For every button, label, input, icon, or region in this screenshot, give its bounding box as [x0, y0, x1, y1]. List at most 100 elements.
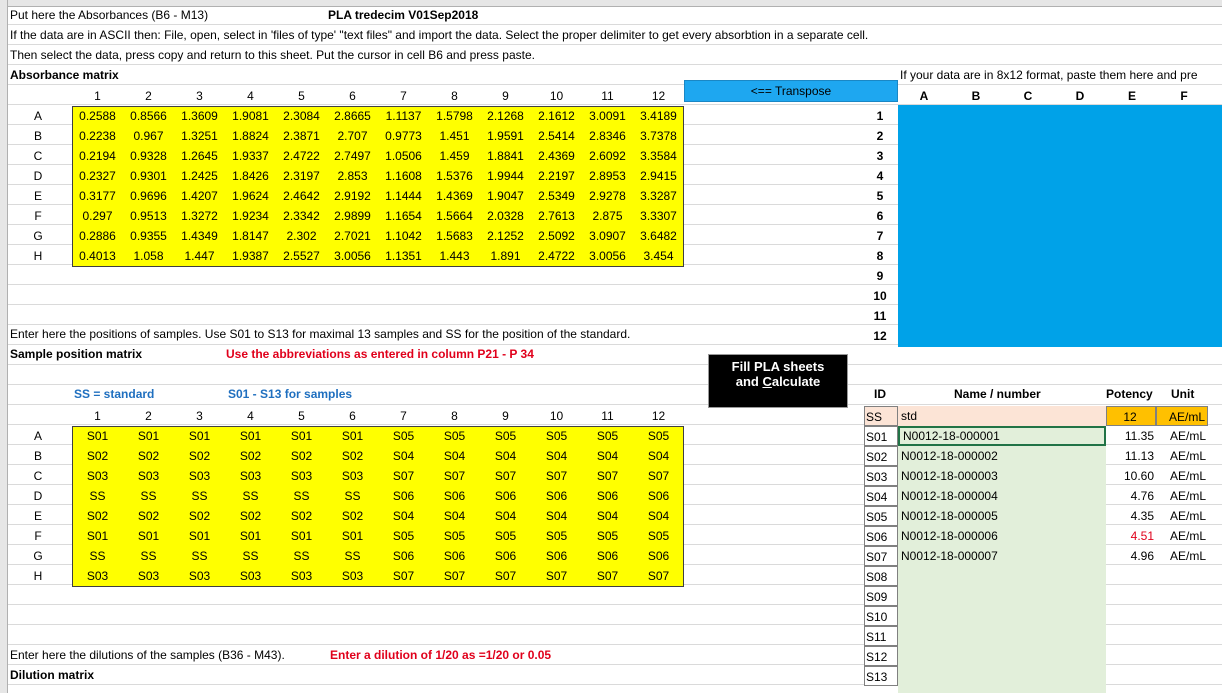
absorbance-cell[interactable]: 1.8824 — [232, 129, 269, 143]
absorbance-cell[interactable]: 3.0056 — [589, 249, 626, 263]
absorbance-cell[interactable]: 1.1137 — [385, 109, 422, 123]
absorbance-cell[interactable]: 2.2197 — [538, 169, 575, 183]
position-cell[interactable]: SS — [191, 549, 208, 563]
absorbance-cell[interactable]: 1.9944 — [487, 169, 524, 183]
position-cell[interactable]: S04 — [596, 509, 619, 523]
name-cell[interactable] — [898, 606, 1106, 626]
absorbance-cell[interactable]: 1.9337 — [232, 149, 269, 163]
absorbance-cell[interactable]: 0.2238 — [79, 129, 116, 143]
position-cell[interactable]: S01 — [188, 429, 211, 443]
position-cell[interactable]: S03 — [341, 469, 364, 483]
absorbance-cell[interactable]: 2.6092 — [589, 149, 626, 163]
position-cell[interactable]: S03 — [239, 569, 262, 583]
absorbance-cell[interactable]: 1.5798 — [436, 109, 473, 123]
position-cell[interactable]: S03 — [137, 469, 160, 483]
absorbance-cell[interactable]: 1.5683 — [436, 229, 473, 243]
position-cell[interactable]: S02 — [137, 449, 160, 463]
absorbance-cell[interactable]: 1.443 — [439, 249, 470, 263]
absorbance-cell[interactable]: 3.454 — [643, 249, 674, 263]
position-cell[interactable]: S05 — [494, 429, 517, 443]
name-cell[interactable]: std — [898, 406, 1106, 426]
absorbance-cell[interactable]: 1.1351 — [385, 249, 422, 263]
position-cell[interactable]: S01 — [188, 529, 211, 543]
position-cell[interactable]: S01 — [239, 529, 262, 543]
absorbance-cell[interactable]: 2.7021 — [334, 229, 371, 243]
absorbance-cell[interactable]: 2.9278 — [589, 189, 626, 203]
absorbance-cell[interactable]: 1.058 — [133, 249, 164, 263]
absorbance-cell[interactable]: 2.7497 — [334, 149, 371, 163]
position-cell[interactable]: S02 — [290, 449, 313, 463]
position-cell[interactable]: S03 — [188, 469, 211, 483]
position-cell[interactable]: S03 — [86, 569, 109, 583]
absorbance-cell[interactable]: 1.9234 — [232, 209, 269, 223]
position-cell[interactable]: S05 — [443, 529, 466, 543]
name-cell[interactable] — [898, 566, 1106, 586]
absorbance-cell[interactable]: 0.2588 — [79, 109, 116, 123]
absorbance-cell[interactable]: 0.297 — [82, 209, 113, 223]
absorbance-cell[interactable]: 1.451 — [439, 129, 470, 143]
position-cell[interactable]: S07 — [443, 469, 466, 483]
position-cell[interactable]: S01 — [290, 529, 313, 543]
absorbance-cell[interactable]: 1.9387 — [232, 249, 269, 263]
absorbance-cell[interactable]: 1.3609 — [181, 109, 218, 123]
position-cell[interactable]: S05 — [392, 429, 415, 443]
absorbance-cell[interactable]: 2.302 — [286, 229, 317, 243]
position-cell[interactable]: S05 — [443, 429, 466, 443]
name-cell[interactable]: N0012-18-000004 — [901, 489, 998, 503]
position-cell[interactable]: S01 — [290, 429, 313, 443]
position-cell[interactable]: S06 — [596, 549, 619, 563]
absorbance-cell[interactable]: 2.3084 — [283, 109, 320, 123]
name-cell[interactable]: N0012-18-000007 — [901, 549, 998, 563]
name-cell[interactable]: N0012-18-000003 — [901, 469, 998, 483]
absorbance-cell[interactable]: 1.1608 — [385, 169, 422, 183]
position-cell[interactable]: S04 — [596, 449, 619, 463]
position-cell[interactable]: S03 — [239, 469, 262, 483]
absorbance-cell[interactable]: 2.7613 — [538, 209, 575, 223]
absorbance-cell[interactable]: 2.853 — [337, 169, 368, 183]
absorbance-matrix[interactable]: 0.2588 0.8566 1.3609 1.9081 2.3084 2.8665 1.11… — [72, 106, 684, 267]
absorbance-cell[interactable]: 0.9301 — [130, 169, 167, 183]
position-cell[interactable]: SS — [140, 549, 157, 563]
name-cell[interactable] — [898, 586, 1106, 606]
position-cell[interactable]: S02 — [341, 509, 364, 523]
position-cell[interactable]: S01 — [239, 429, 262, 443]
position-cell[interactable]: S06 — [647, 489, 670, 503]
position-cell[interactable]: SS — [140, 489, 157, 503]
position-cell[interactable]: S07 — [494, 569, 517, 583]
absorbance-cell[interactable]: 1.0506 — [385, 149, 422, 163]
position-cell[interactable]: SS — [191, 489, 208, 503]
position-cell[interactable]: S05 — [647, 529, 670, 543]
absorbance-cell[interactable]: 0.4013 — [79, 249, 116, 263]
position-cell[interactable]: S06 — [443, 549, 466, 563]
absorbance-cell[interactable]: 2.1252 — [487, 229, 524, 243]
absorbance-cell[interactable]: 1.4349 — [181, 229, 218, 243]
position-cell[interactable]: S05 — [494, 529, 517, 543]
absorbance-cell[interactable]: 1.3251 — [181, 129, 218, 143]
absorbance-cell[interactable]: 1.9081 — [232, 109, 269, 123]
position-cell[interactable]: S05 — [392, 529, 415, 543]
absorbance-cell[interactable]: 1.9591 — [487, 129, 524, 143]
position-cell[interactable]: S07 — [596, 569, 619, 583]
position-cell[interactable]: S05 — [647, 429, 670, 443]
absorbance-cell[interactable]: 1.5664 — [436, 209, 473, 223]
absorbance-cell[interactable]: 2.9415 — [640, 169, 677, 183]
transpose-button[interactable]: <== Transpose — [684, 80, 898, 102]
absorbance-cell[interactable]: 3.0091 — [589, 109, 626, 123]
position-cell[interactable]: S02 — [86, 449, 109, 463]
position-cell[interactable]: S02 — [188, 449, 211, 463]
absorbance-cell[interactable]: 0.9513 — [130, 209, 167, 223]
name-cell[interactable] — [898, 626, 1106, 646]
position-cell[interactable]: S03 — [137, 569, 160, 583]
absorbance-cell[interactable]: 3.3307 — [640, 209, 677, 223]
position-cell[interactable]: S01 — [86, 529, 109, 543]
absorbance-cell[interactable]: 1.1444 — [385, 189, 422, 203]
absorbance-cell[interactable]: 1.9047 — [487, 189, 524, 203]
position-cell[interactable]: S07 — [392, 469, 415, 483]
absorbance-cell[interactable]: 3.7378 — [640, 129, 677, 143]
position-cell[interactable]: S06 — [545, 489, 568, 503]
absorbance-cell[interactable]: 2.875 — [592, 209, 623, 223]
absorbance-cell[interactable]: 0.2194 — [79, 149, 116, 163]
absorbance-cell[interactable]: 0.2886 — [79, 229, 116, 243]
absorbance-cell[interactable]: 2.4722 — [283, 149, 320, 163]
absorbance-cell[interactable]: 1.1042 — [385, 229, 422, 243]
